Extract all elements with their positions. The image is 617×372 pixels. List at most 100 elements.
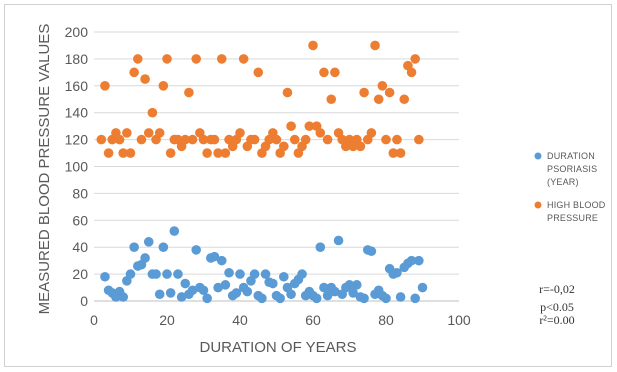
data-point [260,269,271,279]
data-point [202,293,212,304]
legend: DURATION PSORIASIS (YEAR) HIGH BLOOD PRESSUR… [534,151,606,223]
legend-label: DURATION [547,151,595,161]
data-point [355,141,366,152]
data-point [162,269,172,279]
y-tick-labels: 0 20 40 60 80 100 120 140 160 180 200 [65,24,89,309]
data-point [235,128,245,138]
data-point [322,290,333,301]
data-point [315,242,326,252]
data-point [191,54,201,64]
data-point [414,255,424,266]
data-point [289,134,300,145]
data-point [370,40,380,51]
data-point [359,293,369,304]
data-point [322,134,333,145]
y-tick-label: 160 [65,78,89,94]
y-tick-label: 200 [65,24,89,40]
data-point [143,128,154,138]
data-point [366,246,377,257]
data-point [154,128,165,138]
data-point [275,293,285,304]
data-point [176,292,187,302]
data-point [330,67,340,78]
data-point [100,81,110,91]
data-point [388,148,399,158]
scatter-chart: 0 20 40 60 80 100 120 140 160 180 200 0 20 40 60 80 100… [36,24,606,356]
data-point [180,134,191,145]
data-point [173,269,183,279]
data-point [151,269,161,279]
series-high-blood-pressure [96,40,424,158]
data-point [311,293,322,304]
legend-marker [534,152,542,160]
data-point [297,269,307,279]
y-tick-label: 80 [72,185,88,201]
data-point [140,253,150,263]
data-point [122,128,132,138]
data-point [165,148,176,158]
data-point [279,141,289,152]
data-point [140,74,150,84]
y-tick-label: 40 [72,239,88,255]
x-tick-label: 80 [378,312,394,328]
data-point [198,285,209,296]
data-point [381,134,391,145]
data-point [253,67,264,78]
data-point [399,94,410,105]
p-value: p<0.05 [540,300,574,314]
y-tick-label: 180 [65,51,89,67]
data-point [414,134,424,145]
data-point [129,67,139,78]
data-point [348,288,358,298]
data-point [213,148,223,158]
data-point [279,271,289,282]
data-point [165,288,176,298]
legend-marker [534,201,542,209]
data-point [373,94,384,105]
data-point [103,148,114,158]
data-point [392,267,402,278]
data-point [169,226,180,236]
data-point [154,289,165,300]
chart-frame: 0 20 40 60 80 100 120 140 160 180 200 0 20 40 60 80 100… [4,4,612,367]
data-point [125,269,136,279]
y-tick-label: 120 [65,132,89,148]
legend-label: (YEAR) [547,177,579,187]
data-point [359,87,369,98]
data-point [187,134,198,145]
data-point [315,128,326,138]
data-point [300,134,311,145]
data-point [133,54,143,64]
data-point [410,293,421,304]
data-point [187,285,198,296]
data-point [308,40,318,51]
data-point [333,235,344,246]
data-point [282,87,293,98]
y-tick-label: 20 [72,266,88,282]
data-point [286,289,296,300]
data-point [271,134,282,145]
data-point [406,255,417,266]
data-point [242,286,253,297]
data-point [100,271,110,282]
data-point [220,280,231,290]
x-tick-labels: 0 20 40 60 80 100 [90,312,471,328]
data-point [249,134,260,145]
data-point [96,134,107,145]
data-point [286,121,296,131]
x-axis-title: DURATION OF YEARS [200,339,357,356]
data-point [158,242,169,252]
data-point [384,87,395,98]
data-point [395,292,406,302]
data-points [96,40,428,304]
data-point [118,148,128,158]
data-point [268,278,278,289]
data-point [326,94,337,105]
data-point [352,280,362,290]
data-point [392,134,402,145]
data-point [417,282,428,293]
data-point [213,282,223,293]
data-point [180,278,191,289]
legend-label: PRESSURE [547,213,598,223]
data-point [410,54,421,64]
